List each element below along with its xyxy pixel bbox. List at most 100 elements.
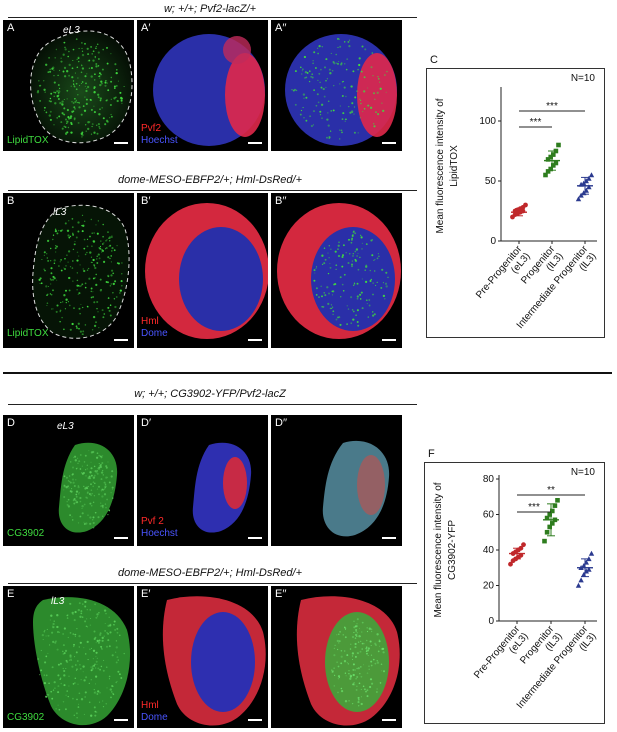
fluorescence-speckle: [37, 658, 39, 660]
fluorescence-speckle: [107, 513, 109, 516]
fluorescence-speckle: [77, 101, 79, 104]
genotype-label-b: dome-MESO-EBFP2/+; Hml-DsRed/+: [118, 174, 302, 186]
panel-a-stain: LipidTOX: [7, 135, 49, 146]
fluorescence-speckle: [83, 503, 86, 506]
panel-a-stage: eL3: [63, 25, 80, 36]
fluorescence-speckle: [51, 67, 54, 70]
fluorescence-speckle: [339, 129, 341, 131]
fluorescence-speckle: [113, 620, 116, 623]
fluorescence-speckle: [44, 629, 46, 632]
fluorescence-speckle: [89, 98, 92, 101]
fluorescence-speckle: [38, 79, 40, 82]
fluorescence-speckle: [367, 87, 369, 89]
fluorescence-speckle: [81, 136, 83, 138]
fluorescence-speckle: [326, 78, 328, 80]
scale-bar: [114, 142, 128, 144]
fluorescence-speckle: [52, 689, 55, 691]
fluorescence-speckle: [301, 70, 303, 72]
fluorescence-speckle: [71, 101, 73, 103]
fluorescence-speckle: [100, 478, 103, 481]
fluorescence-speckle: [335, 264, 338, 267]
fluorescence-speckle: [53, 124, 55, 126]
fluorescence-speckle: [329, 130, 332, 132]
fluorescence-speckle: [316, 93, 319, 96]
fluorescence-speckle: [63, 627, 67, 630]
fluorescence-speckle: [312, 110, 316, 113]
fluorescence-speckle: [53, 81, 56, 84]
fluorescence-speckle: [112, 692, 115, 695]
fluorescence-speckle: [66, 229, 70, 232]
fluorescence-speckle: [315, 287, 318, 290]
fluorescence-speckle: [374, 662, 377, 665]
fluorescence-speckle: [355, 688, 358, 691]
panel-b-stain: LipidTOX: [7, 328, 49, 339]
fluorescence-speckle: [84, 75, 87, 78]
fluorescence-speckle: [46, 693, 48, 695]
fluorescence-speckle: [77, 462, 79, 464]
fluorescence-speckle: [48, 682, 50, 685]
fluorescence-speckle: [363, 688, 366, 691]
fluorescence-speckle: [60, 121, 63, 124]
fluorescence-speckle: [328, 245, 331, 247]
fluorescence-speckle: [341, 94, 344, 98]
fluorescence-speckle: [348, 699, 350, 702]
fluorescence-speckle: [308, 70, 311, 73]
fluorescence-speckle: [51, 631, 54, 634]
fluorescence-speckle: [101, 251, 103, 253]
fluorescence-speckle: [323, 292, 325, 294]
fluorescence-speckle: [79, 85, 81, 87]
fluorescence-speckle: [350, 238, 353, 241]
fluorescence-speckle: [90, 647, 93, 649]
fluorescence-speckle: [68, 685, 70, 687]
fluorescence-speckle: [73, 85, 76, 88]
fluorescence-speckle: [337, 248, 339, 250]
fluorescence-speckle: [76, 668, 78, 671]
fluorescence-speckle: [372, 293, 374, 296]
fluorescence-speckle: [92, 526, 95, 529]
fluorescence-speckle: [90, 290, 93, 293]
y-axis-label: Mean fluorescence intensity of: [435, 98, 446, 233]
fluorescence-speckle: [323, 95, 326, 98]
fluorescence-speckle: [83, 647, 85, 649]
fluorescence-speckle: [69, 116, 72, 120]
fluorescence-speckle: [105, 666, 108, 669]
fluorescence-speckle: [343, 660, 347, 663]
fluorescence-speckle: [53, 69, 55, 71]
fluorescence-speckle: [102, 474, 104, 476]
fluorescence-speckle: [361, 242, 363, 244]
fluorescence-speckle: [58, 265, 60, 267]
fluorescence-speckle: [116, 262, 119, 264]
fluorescence-speckle: [360, 236, 363, 239]
fluorescence-speckle: [74, 455, 77, 458]
fluorescence-speckle: [342, 290, 345, 292]
fluorescence-speckle: [328, 257, 330, 259]
fluorescence-speckle: [354, 684, 356, 686]
fluorescence-speckle: [97, 220, 99, 222]
fluorescence-speckle: [86, 626, 88, 628]
fluorescence-speckle: [119, 634, 121, 637]
fluorescence-speckle: [68, 63, 71, 67]
fluorescence-speckle: [66, 614, 68, 617]
fluorescence-speckle: [117, 659, 119, 661]
fluorescence-speckle: [66, 120, 69, 123]
fluorescence-speckle: [59, 261, 61, 263]
fluorescence-speckle: [77, 322, 80, 325]
chart-c: 0 50 100 Mean fluorescence intensity of Lipi…: [435, 73, 599, 331]
fluorescence-speckle: [82, 671, 84, 673]
fluorescence-speckle: [361, 631, 363, 633]
fluorescence-speckle: [102, 316, 105, 319]
data-point: [545, 169, 551, 174]
fluorescence-speckle: [82, 105, 85, 107]
fluorescence-speckle: [92, 649, 96, 652]
fluorescence-speckle: [338, 138, 341, 140]
panel-b-prime-label: B′: [141, 195, 151, 207]
fluorescence-speckle: [107, 461, 109, 463]
fluorescence-speckle: [119, 292, 121, 294]
fluorescence-speckle: [352, 668, 355, 671]
data-point: [586, 566, 592, 572]
fluorescence-speckle: [80, 610, 83, 613]
fluorescence-speckle: [63, 669, 66, 673]
fluorescence-speckle: [59, 662, 62, 665]
fluorescence-speckle: [74, 108, 76, 110]
fluorescence-speckle: [116, 244, 118, 247]
